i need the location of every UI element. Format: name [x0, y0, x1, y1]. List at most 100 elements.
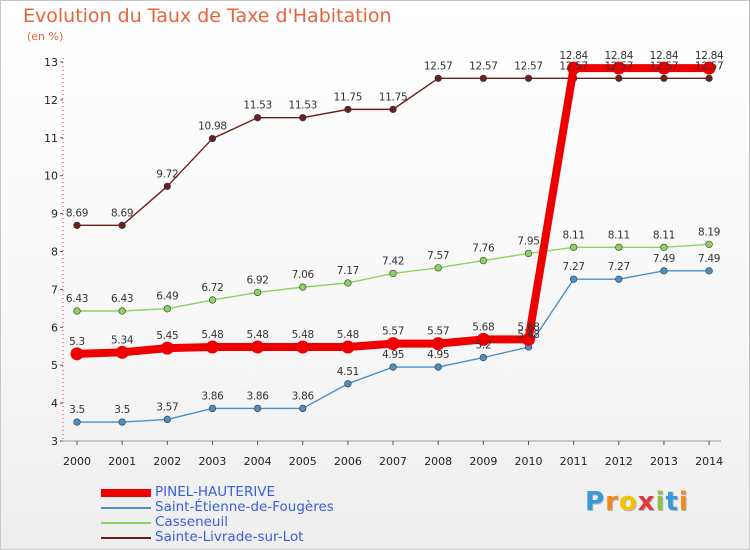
data-label: 7.57	[427, 250, 449, 262]
brand-letter: x	[637, 487, 656, 517]
data-point	[615, 243, 623, 251]
data-label: 5.34	[111, 334, 134, 346]
data-label: 5.48	[337, 329, 359, 341]
data-point	[251, 340, 265, 354]
data-label: 4.95	[382, 349, 404, 361]
data-label: 5.48	[292, 329, 314, 341]
data-label: 3.5	[114, 404, 130, 416]
data-label: 4.95	[427, 349, 449, 361]
legend-label: PINEL-HAUTERIVE	[155, 484, 276, 500]
data-point	[434, 363, 442, 371]
y-tick-label: 5	[51, 359, 58, 372]
data-point	[254, 404, 262, 413]
data-point	[163, 182, 171, 190]
legend-swatch	[101, 537, 151, 539]
data-label: 6.72	[201, 282, 223, 294]
data-label: 12.57	[605, 60, 634, 72]
data-point	[299, 283, 307, 291]
data-point	[208, 296, 217, 304]
data-label: 5.68	[472, 321, 494, 333]
brand-letter: i	[678, 487, 689, 517]
data-label: 7.06	[292, 269, 315, 281]
data-point	[476, 332, 490, 346]
legend-label: Casseneuil	[155, 514, 228, 530]
data-point	[702, 61, 716, 75]
data-label: 12.84	[695, 50, 724, 62]
data-point	[567, 61, 581, 75]
x-tick-label: 2010	[515, 455, 543, 468]
brand-letter: o	[618, 487, 638, 517]
data-label: 7.42	[382, 255, 404, 267]
data-label: 12.57	[650, 60, 679, 72]
data-label: 6.43	[66, 293, 88, 305]
data-point	[705, 74, 713, 82]
data-point	[208, 404, 217, 413]
data-point	[570, 243, 578, 251]
legend-label: Sainte-Livrade-sur-Lot	[155, 529, 304, 545]
data-point	[389, 105, 397, 113]
brand-letter: t	[665, 487, 679, 517]
legend-swatch	[101, 507, 151, 509]
data-label: 11.53	[243, 100, 272, 112]
data-label: 11.75	[334, 91, 363, 103]
data-label: 3.86	[201, 390, 224, 402]
data-label: 5.57	[382, 326, 404, 338]
data-point	[344, 380, 352, 388]
data-point	[660, 267, 668, 275]
data-point	[660, 243, 668, 251]
data-label: 12.57	[469, 60, 498, 72]
y-tick-label: 11	[44, 132, 58, 145]
data-label: 4.51	[337, 366, 359, 378]
data-label: 12.84	[650, 50, 679, 62]
data-label: 5.48	[201, 329, 223, 341]
data-point	[73, 307, 81, 315]
data-label: 8.11	[608, 229, 630, 241]
y-tick-label: 9	[51, 208, 58, 221]
data-label: 11.75	[379, 91, 408, 103]
y-tick-label: 3	[51, 435, 58, 448]
x-tick-label: 2002	[153, 455, 181, 468]
chart-title: Evolution du Taux de Taxe d'Habitation	[23, 5, 392, 27]
data-point	[299, 114, 307, 122]
data-point	[522, 332, 535, 346]
data-label: 3.86	[247, 390, 270, 402]
x-tick-label: 2006	[334, 455, 362, 468]
data-label: 3.5	[69, 404, 85, 416]
y-tick-label: 12	[44, 94, 58, 107]
data-label: 8.69	[111, 207, 133, 219]
x-tick-label: 2005	[289, 455, 317, 468]
data-label: 7.27	[608, 261, 630, 273]
data-point	[389, 363, 397, 371]
data-point	[612, 61, 626, 75]
legend-swatch	[101, 489, 151, 497]
brand-letter: P	[585, 487, 606, 517]
data-point	[163, 305, 171, 313]
data-point	[341, 340, 355, 354]
data-point	[344, 279, 352, 287]
data-label: 8.19	[698, 226, 720, 238]
data-point	[118, 307, 126, 315]
data-label: 5.57	[427, 326, 449, 338]
y-tick-label: 6	[51, 321, 58, 334]
x-tick-label: 2009	[469, 455, 497, 468]
series-layer	[70, 61, 716, 426]
data-label: 8.69	[66, 207, 88, 219]
data-label: 7.49	[698, 253, 720, 265]
data-point	[344, 105, 352, 113]
x-tick-label: 2011	[560, 455, 588, 468]
data-label: 11.53	[288, 100, 317, 112]
y-tick-label: 4	[51, 397, 58, 410]
data-point	[389, 269, 397, 278]
data-point	[479, 256, 487, 265]
data-point	[205, 340, 219, 354]
data-label: 12.57	[695, 60, 724, 72]
data-point	[524, 249, 533, 257]
y-tick-label: 7	[51, 283, 58, 296]
data-point	[299, 404, 307, 413]
x-tick-label: 2014	[695, 455, 723, 468]
y-axis-unit: (en %)	[27, 30, 64, 43]
data-point	[254, 288, 262, 297]
data-point	[73, 221, 81, 229]
data-label: 12.57	[559, 60, 588, 72]
